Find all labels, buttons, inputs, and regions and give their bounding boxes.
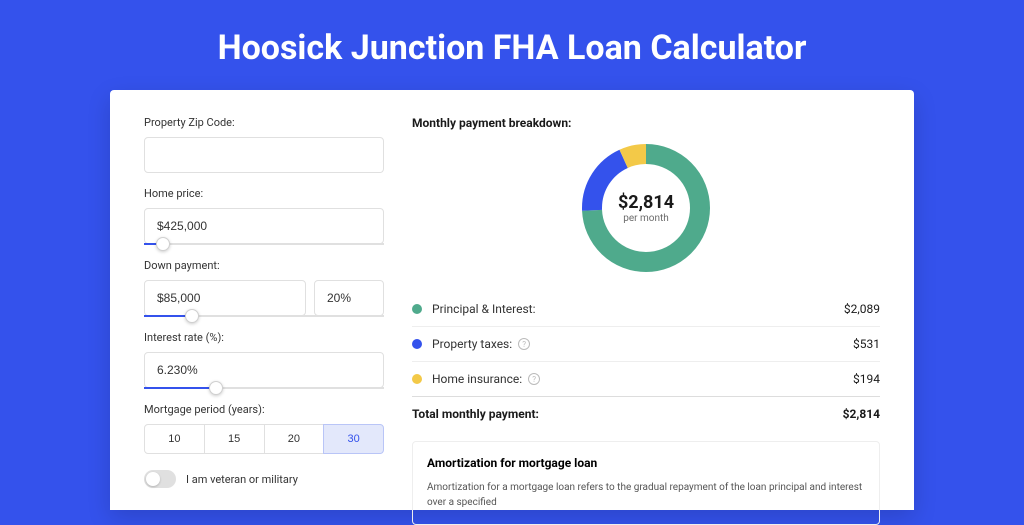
- period-option-30[interactable]: 30: [323, 424, 384, 454]
- donut-sub: per month: [618, 213, 674, 224]
- legend-dot: [412, 339, 422, 349]
- page-title: Hoosick Junction FHA Loan Calculator: [0, 0, 1024, 90]
- amortization-text: Amortization for a mortgage loan refers …: [427, 480, 865, 510]
- donut-amount: $2,814: [618, 192, 674, 213]
- breakdown-column: Monthly payment breakdown: $2,814 per mo…: [412, 116, 880, 510]
- info-icon[interactable]: ?: [528, 373, 540, 385]
- form-column: Property Zip Code: Home price: Down paym…: [144, 116, 384, 510]
- legend-value: $2,089: [844, 302, 880, 316]
- legend-total-value: $2,814: [843, 407, 880, 421]
- info-icon[interactable]: ?: [518, 338, 530, 350]
- legend-total: Total monthly payment: $2,814: [412, 396, 880, 431]
- amortization-title: Amortization for mortgage loan: [427, 456, 865, 470]
- down-payment-slider[interactable]: [144, 315, 384, 317]
- down-payment-field: Down payment:: [144, 259, 384, 317]
- legend-label: Property taxes:?: [432, 337, 530, 351]
- legend-value: $194: [853, 372, 880, 386]
- veteran-label: I am veteran or military: [186, 473, 298, 486]
- down-payment-amount-input[interactable]: [144, 280, 306, 316]
- legend-dot: [412, 374, 422, 384]
- zip-field: Property Zip Code:: [144, 116, 384, 173]
- period-option-20[interactable]: 20: [264, 424, 325, 454]
- legend-item: Home insurance:? $194: [412, 361, 880, 396]
- legend-value: $531: [853, 337, 880, 351]
- mortgage-period-label: Mortgage period (years):: [144, 403, 384, 416]
- donut-chart: $2,814 per month: [582, 144, 710, 272]
- legend-dot: [412, 304, 422, 314]
- breakdown-legend: Principal & Interest: $2,089 Property taxe…: [412, 292, 880, 431]
- legend-label: Home insurance:?: [432, 372, 540, 386]
- interest-rate-input[interactable]: [144, 352, 384, 388]
- interest-rate-slider[interactable]: [144, 387, 384, 389]
- down-payment-percent-input[interactable]: [314, 280, 384, 316]
- home-price-field: Home price:: [144, 187, 384, 245]
- zip-label: Property Zip Code:: [144, 116, 384, 129]
- legend-item: Principal & Interest: $2,089: [412, 292, 880, 326]
- legend-label: Principal & Interest:: [432, 302, 536, 316]
- breakdown-title: Monthly payment breakdown:: [412, 116, 880, 130]
- amortization-card: Amortization for mortgage loan Amortizat…: [412, 441, 880, 525]
- donut-chart-wrap: $2,814 per month: [412, 144, 880, 272]
- mortgage-period-field: Mortgage period (years): 10152030: [144, 403, 384, 454]
- home-price-slider[interactable]: [144, 243, 384, 245]
- mortgage-period-group: 10152030: [144, 424, 384, 454]
- legend-total-label: Total monthly payment:: [412, 407, 539, 421]
- legend-item: Property taxes:? $531: [412, 326, 880, 361]
- zip-input[interactable]: [144, 137, 384, 173]
- interest-rate-field: Interest rate (%):: [144, 331, 384, 389]
- period-option-15[interactable]: 15: [204, 424, 265, 454]
- calculator-card: Property Zip Code: Home price: Down paym…: [110, 90, 914, 510]
- home-price-label: Home price:: [144, 187, 384, 200]
- down-payment-label: Down payment:: [144, 259, 384, 272]
- home-price-input[interactable]: [144, 208, 384, 244]
- period-option-10[interactable]: 10: [144, 424, 205, 454]
- veteran-toggle[interactable]: [144, 470, 176, 488]
- interest-rate-label: Interest rate (%):: [144, 331, 384, 344]
- veteran-row: I am veteran or military: [144, 470, 384, 488]
